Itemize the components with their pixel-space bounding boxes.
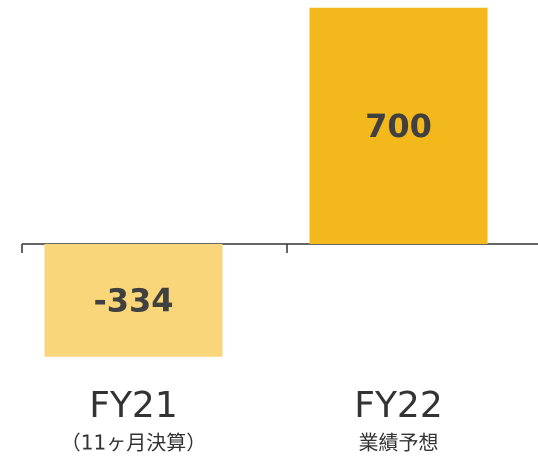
data-label: -334 — [93, 281, 173, 319]
x-tick-sublabel: （11ヶ月決算） — [61, 431, 206, 455]
bar — [309, 7, 488, 244]
x-tick-label: FY22 — [354, 385, 443, 426]
data-label: 700 — [365, 107, 432, 145]
bar — [44, 244, 223, 357]
x-tick-label: FY21 — [89, 385, 178, 426]
x-tick-sublabel: 業績予想 — [359, 431, 439, 455]
